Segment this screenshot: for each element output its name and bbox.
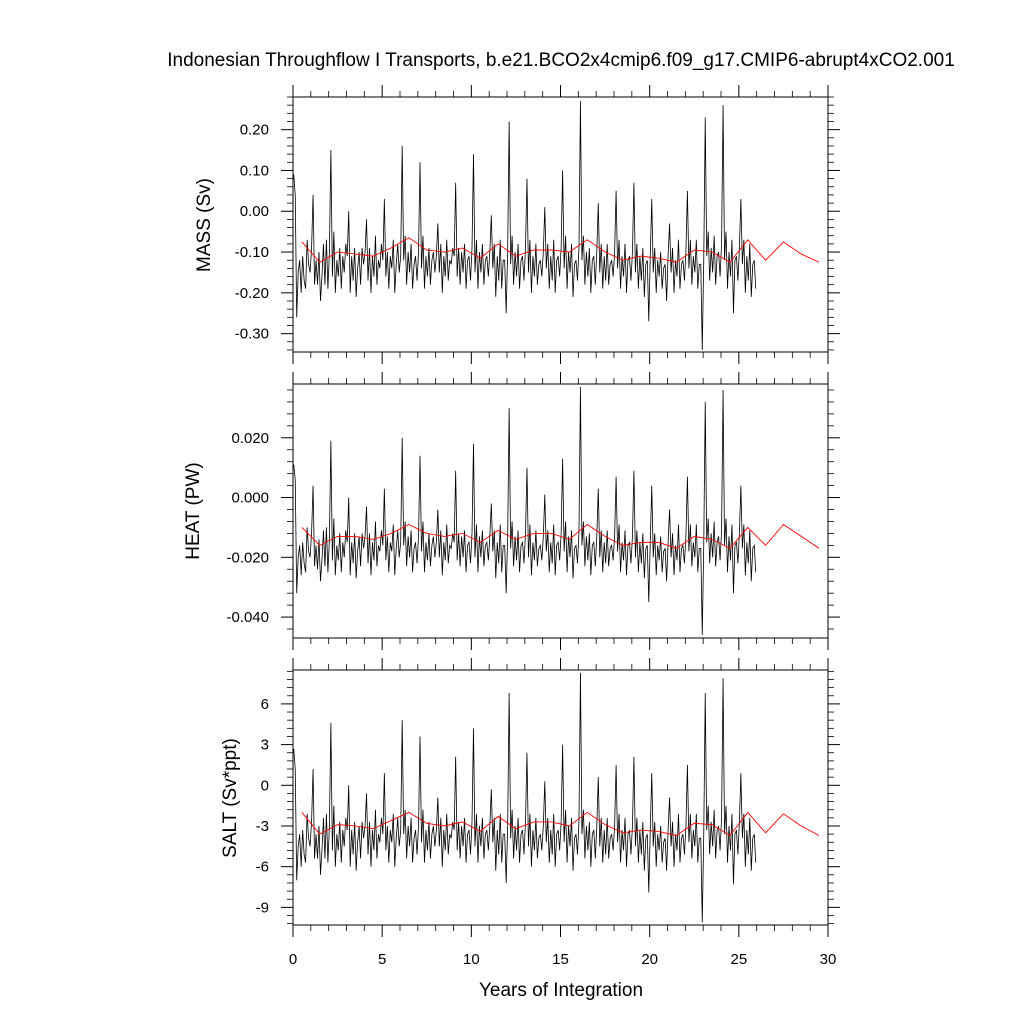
salt-y-tick-label: -3 (256, 818, 269, 835)
salt-y-tick-label: -9 (256, 899, 269, 916)
x-axis: 0 5 10 15 20 25 30 (289, 951, 837, 968)
x-axis-label: Years of Integration (479, 980, 643, 1001)
mass-plot-frame (292, 96, 829, 353)
x-tick-label: 10 (463, 951, 480, 968)
salt-y-tick-label: 0 (261, 777, 269, 794)
mass-ylabel: MASS (Sv) (194, 178, 215, 272)
mass-panel: 0.20 0.10 0.00 -0.10 -0.20 -0.30 MASS (Sv) (194, 85, 840, 364)
x-tick-label: 30 (820, 951, 837, 968)
heat-panel: 0.020 0.000 -0.020 -0.040 HEAT (PW) (183, 372, 840, 650)
x-tick-label: 15 (552, 951, 569, 968)
salt-plot-frame (292, 669, 829, 926)
salt-y-tick-label: 3 (261, 737, 269, 754)
heat-annual-mean-line (301, 523, 820, 549)
mass-monthly-series-line (293, 101, 757, 350)
salt-y-tick-label: 6 (261, 696, 269, 713)
heat-ylabel: HEAT (PW) (183, 462, 204, 559)
heat-y-tick-label: -0.040 (226, 609, 269, 626)
salt-monthly-series-line (293, 672, 757, 923)
chart-title: Indonesian Throughflow I Transports, b.e… (167, 50, 955, 71)
salt-annual-mean-line (301, 811, 820, 837)
heat-plot-frame (292, 383, 829, 639)
salt-y-tick-label: -6 (256, 859, 269, 876)
heat-y-tick-label: 0.000 (231, 490, 269, 507)
mass-y-tick-label: 0.20 (240, 122, 269, 139)
mass-y-tick-label: -0.30 (235, 326, 269, 343)
heat-monthly-series-line (293, 386, 757, 636)
mass-y-tick-label: -0.10 (235, 244, 269, 261)
x-tick-label: 0 (289, 951, 297, 968)
mass-y-tick-label: 0.00 (240, 203, 269, 220)
heat-y-tick-label: -0.020 (226, 549, 269, 566)
x-tick-label: 5 (378, 951, 386, 968)
x-tick-label: 20 (641, 951, 658, 968)
mass-y-tick-label: 0.10 (240, 162, 269, 179)
heat-y-tick-label: 0.020 (231, 430, 269, 447)
salt-ylabel: SALT (Sv*ppt) (220, 738, 241, 858)
mass-annual-mean-line (301, 237, 820, 263)
mass-y-tick-label: -0.20 (235, 285, 269, 302)
salt-panel: 6 3 0 -3 -6 -9 SALT (Sv*ppt) (220, 658, 840, 937)
x-tick-label: 25 (730, 951, 747, 968)
